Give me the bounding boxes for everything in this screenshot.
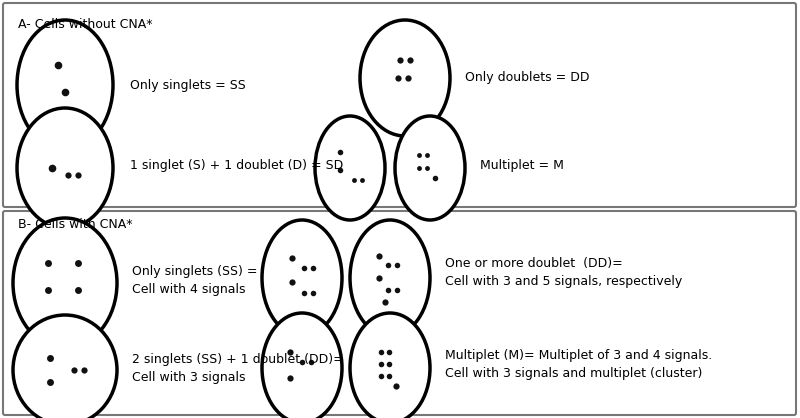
Ellipse shape: [13, 315, 117, 418]
Ellipse shape: [360, 20, 450, 136]
FancyBboxPatch shape: [3, 211, 796, 415]
Ellipse shape: [395, 116, 465, 220]
Ellipse shape: [262, 220, 342, 336]
Ellipse shape: [17, 20, 113, 150]
Ellipse shape: [17, 108, 113, 228]
FancyBboxPatch shape: [3, 3, 796, 207]
Text: One or more doublet  (DD)=
Cell with 3 and 5 signals, respectively: One or more doublet (DD)= Cell with 3 an…: [445, 257, 682, 288]
Ellipse shape: [315, 116, 385, 220]
Text: Only doublets = DD: Only doublets = DD: [465, 71, 590, 84]
Text: A- Cells without CNA*: A- Cells without CNA*: [18, 18, 153, 31]
Text: Only singlets (SS) =
Cell with 4 signals: Only singlets (SS) = Cell with 4 signals: [132, 265, 258, 296]
Text: Only singlets = SS: Only singlets = SS: [130, 79, 246, 92]
Ellipse shape: [262, 313, 342, 418]
Text: Multiplet = M: Multiplet = M: [480, 158, 564, 171]
Text: 1 singlet (S) + 1 doublet (D) = SD: 1 singlet (S) + 1 doublet (D) = SD: [130, 158, 343, 171]
Ellipse shape: [13, 218, 117, 348]
Text: Multiplet (M)= Multiplet of 3 and 4 signals.
Cell with 3 signals and multiplet (: Multiplet (M)= Multiplet of 3 and 4 sign…: [445, 349, 712, 380]
Ellipse shape: [350, 220, 430, 336]
Text: 2 singlets (SS) + 1 doublet (DD)=
Cell with 3 signals: 2 singlets (SS) + 1 doublet (DD)= Cell w…: [132, 352, 344, 383]
Ellipse shape: [350, 313, 430, 418]
Text: B- Cells with CNA*: B- Cells with CNA*: [18, 218, 133, 231]
